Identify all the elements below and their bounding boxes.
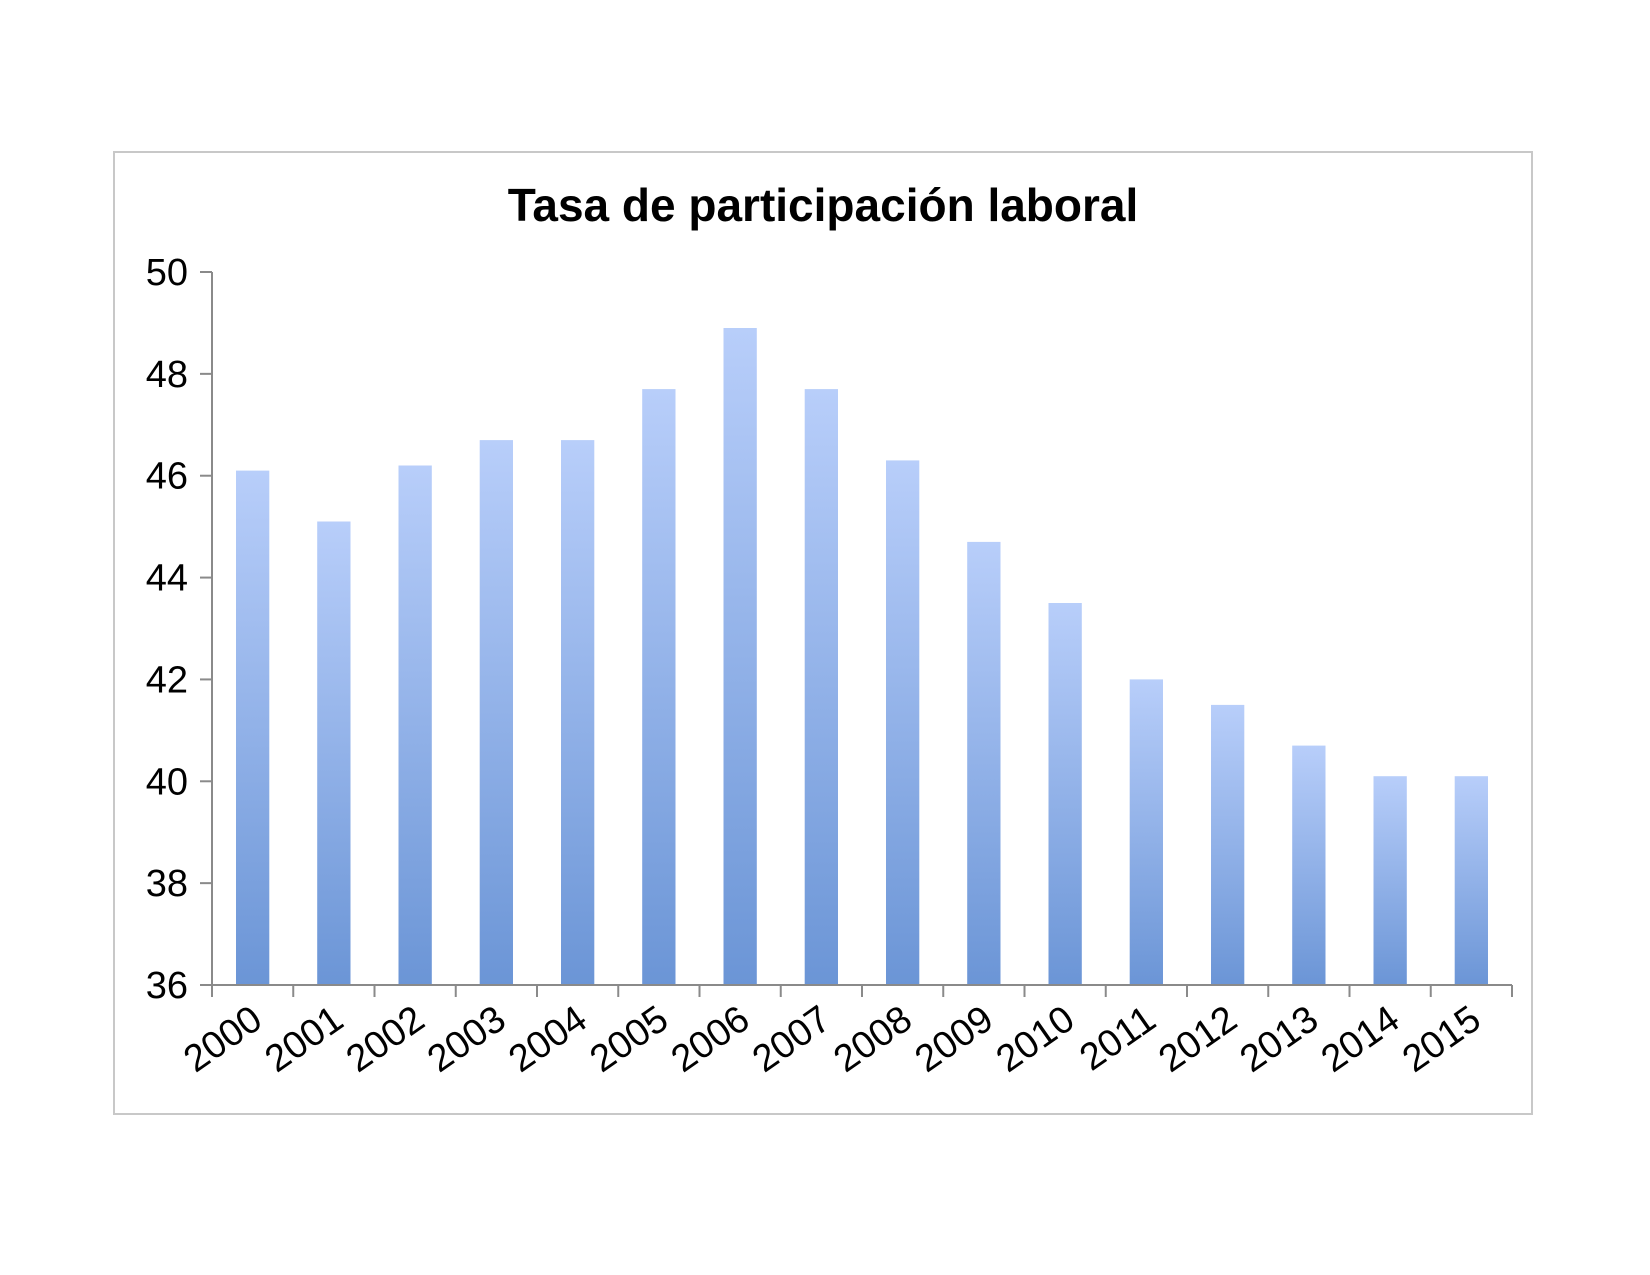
y-tick-label: 48: [146, 354, 188, 396]
x-tick-label-2010: 2010: [989, 998, 1082, 1081]
x-tick-label-2007: 2007: [745, 998, 838, 1081]
y-tick-label: 36: [146, 965, 188, 1007]
bar-2009: [967, 541, 1001, 985]
plot-area: 36 38 40 42 44 46 48 50 200020012002200320042005…: [146, 252, 1513, 1081]
x-tick-label-2003: 2003: [420, 998, 513, 1081]
bar-2014: [1373, 776, 1407, 985]
x-tick-label-2004: 2004: [501, 998, 594, 1081]
y-tick-label: 46: [146, 456, 188, 498]
bar-2010: [1048, 603, 1082, 985]
x-tick-label-2000: 2000: [176, 998, 269, 1081]
bar-2004: [561, 440, 595, 986]
chart-title: Tasa de participación laboral: [508, 179, 1139, 231]
bar-2005: [642, 389, 676, 986]
x-tick-label-2009: 2009: [908, 998, 1001, 1081]
y-tick-label: 40: [146, 761, 188, 803]
bar-2015: [1454, 776, 1488, 985]
bar-2013: [1292, 745, 1326, 985]
bar-2007: [804, 389, 838, 986]
x-tick-label-2015: 2015: [1395, 998, 1488, 1081]
x-tick-label-2008: 2008: [826, 998, 919, 1081]
y-tick-label: 50: [146, 252, 188, 294]
x-tick-label-2012: 2012: [1151, 998, 1244, 1081]
x-tick-label-2006: 2006: [664, 998, 757, 1081]
x-tick-label-2013: 2013: [1233, 998, 1326, 1081]
bar-2011: [1129, 679, 1163, 985]
y-tick-label: 44: [146, 558, 188, 600]
bar-2012: [1211, 704, 1245, 985]
bar-2006: [723, 328, 757, 985]
x-tick-label-2002: 2002: [339, 998, 432, 1081]
bar-2002: [398, 465, 432, 985]
bar-2008: [886, 460, 920, 985]
x-tick-label-2014: 2014: [1314, 998, 1407, 1081]
y-tick-label: 38: [146, 863, 188, 905]
y-tick-label: 42: [146, 659, 188, 701]
bar-2000: [236, 470, 270, 986]
x-tick-label-2011: 2011: [1073, 998, 1164, 1079]
x-tick-label-2001: 2001: [258, 998, 351, 1081]
bar-2003: [479, 440, 513, 986]
bar-2001: [317, 521, 351, 985]
x-tick-label-2005: 2005: [583, 998, 676, 1081]
